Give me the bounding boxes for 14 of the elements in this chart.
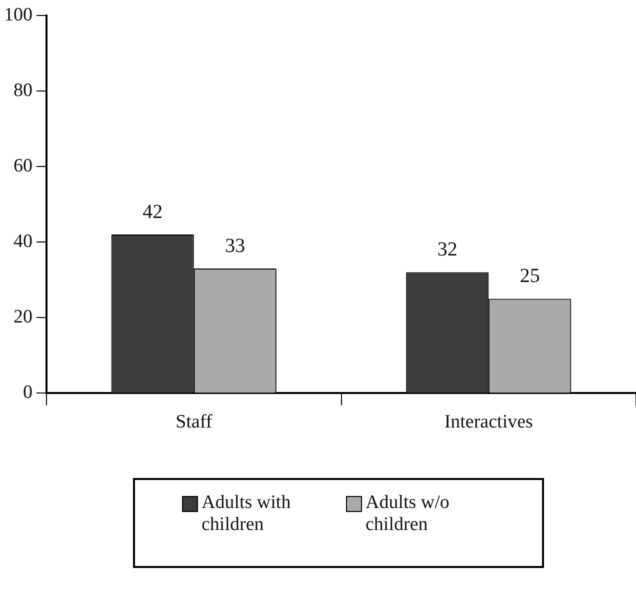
y-tick-label: 100 (4, 4, 32, 26)
y-tick-label: 20 (14, 306, 32, 328)
data-label: 32 (437, 238, 458, 261)
data-label: 42 (142, 200, 163, 223)
y-tick-label: 40 (14, 231, 32, 252)
legend-label: Adults with children (202, 492, 292, 536)
data-label: 33 (225, 234, 246, 257)
y-tick-label: 80 (14, 80, 32, 101)
y-tick-label: 0 (23, 382, 32, 404)
x-tick-label: Staff (176, 412, 213, 433)
x-tick-label: Interactives (444, 412, 533, 433)
legend-label: Adults w/o children (366, 492, 450, 536)
data-label: 25 (520, 265, 540, 287)
y-tick-label: 60 (14, 156, 32, 177)
